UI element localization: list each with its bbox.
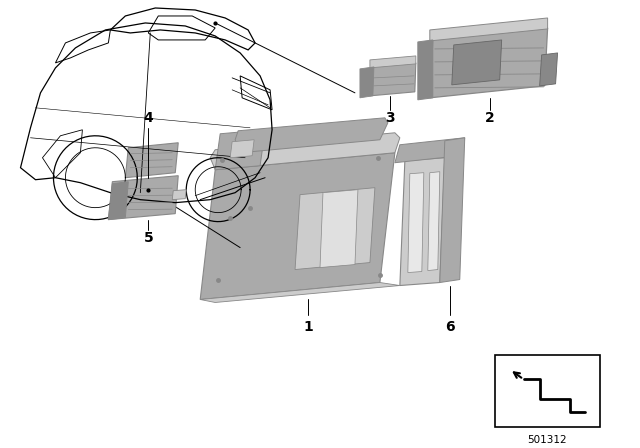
Polygon shape [108,176,179,220]
Polygon shape [418,40,433,100]
Polygon shape [452,40,502,85]
Bar [495,355,600,427]
Polygon shape [108,182,129,220]
Polygon shape [395,138,465,163]
Polygon shape [370,56,416,68]
Polygon shape [172,190,186,200]
Polygon shape [400,158,445,285]
Text: 1: 1 [303,320,313,335]
Text: 4: 4 [143,111,153,125]
Polygon shape [540,53,557,86]
Text: 5: 5 [143,231,153,245]
Polygon shape [320,190,358,267]
Polygon shape [360,67,374,98]
Polygon shape [370,63,416,96]
Polygon shape [210,133,400,170]
Polygon shape [430,18,548,41]
Polygon shape [200,283,400,302]
Text: 501312: 501312 [527,435,567,445]
Polygon shape [235,118,388,153]
Text: 3: 3 [385,111,395,125]
Polygon shape [428,172,440,271]
Text: 2: 2 [485,111,495,125]
Text: 6: 6 [445,320,454,335]
Polygon shape [215,130,265,170]
Polygon shape [295,188,375,270]
Polygon shape [230,140,254,158]
Polygon shape [200,153,395,300]
Polygon shape [440,138,465,283]
Polygon shape [430,28,548,98]
Polygon shape [125,143,179,178]
Polygon shape [408,173,424,272]
